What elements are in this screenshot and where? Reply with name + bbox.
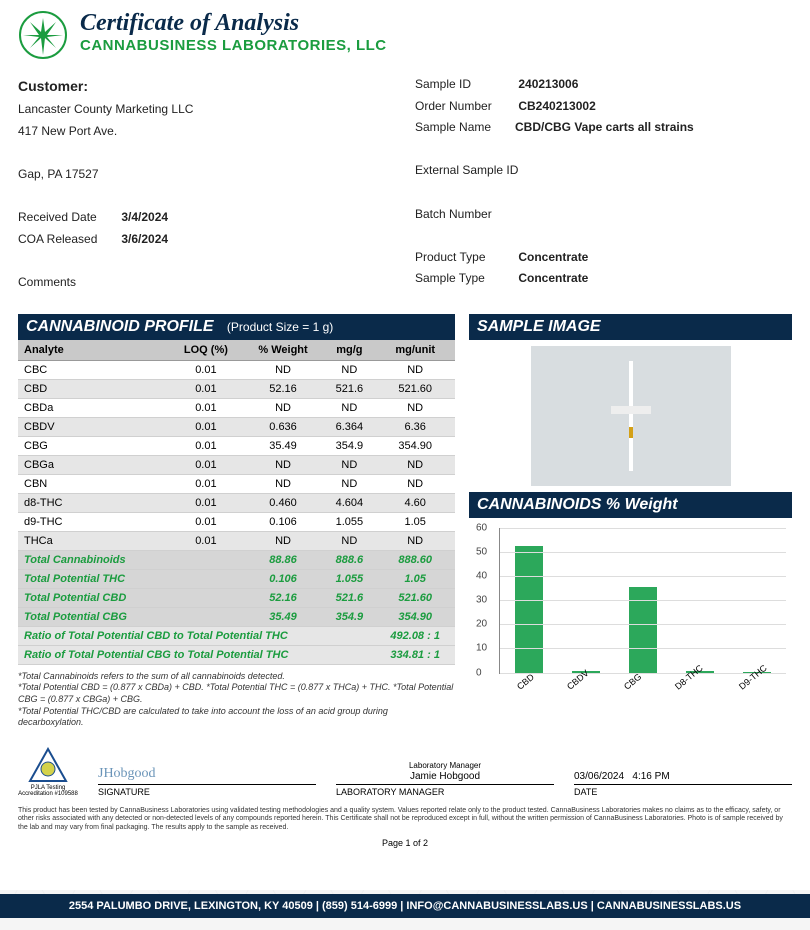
footer-bar: 2554 PALUMBO DRIVE, LEXINGTON, KY 40509 … — [0, 894, 810, 918]
table-row: CBN0.01NDNDND — [18, 474, 455, 493]
sig-time: 4:16 PM — [632, 771, 669, 782]
sample-block: Sample ID 240213006 Order Number CB24021… — [415, 74, 792, 294]
total-row: Total Potential THC0.1061.0551.05 — [18, 569, 455, 588]
lab-name: CANNABUSINESS LABORATORIES, LLC — [80, 37, 387, 54]
comments-label: Comments — [18, 272, 395, 294]
customer-name: Lancaster County Marketing LLC — [18, 99, 395, 121]
table-row: d8-THC0.010.4604.6044.60 — [18, 493, 455, 512]
ext-id-label: External Sample ID — [415, 160, 555, 182]
customer-block: Customer: Lancaster County Marketing LLC… — [18, 74, 395, 294]
page-number: Page 1 of 2 — [18, 838, 792, 848]
manager-name: Jamie Hobgood — [410, 771, 480, 782]
sample-name: CBD/CBG Vape carts all strains — [515, 117, 694, 139]
cannabinoid-chart: 0102030405060 CBDCBDVCBGD8-THCD9-THC — [469, 524, 792, 704]
sample-id-label: Sample ID — [415, 74, 515, 96]
table-row: CBG0.0135.49354.9354.90 — [18, 436, 455, 455]
order-number: CB240213002 — [518, 99, 595, 113]
date-label: DATE — [574, 784, 792, 797]
sample-image-title: SAMPLE IMAGE — [469, 314, 792, 340]
total-row: Total Potential CBD52.16521.6521.60 — [18, 588, 455, 607]
table-header: Analyte — [18, 340, 169, 361]
chart-bar — [515, 546, 543, 672]
sig-date: 03/06/2024 — [574, 771, 624, 782]
table-row: CBGa0.01NDNDND — [18, 455, 455, 474]
signature-row: PJLA Testing Accreditation #109588 JHobg… — [18, 747, 792, 797]
manager-label: LABORATORY MANAGER — [336, 784, 554, 797]
chart-xlabel: CBG — [622, 671, 650, 699]
header: Certificate of Analysis CANNABUSINESS LA… — [18, 10, 792, 60]
table-header: % Weight — [243, 340, 324, 361]
disclaimer: This product has been tested by CannaBus… — [18, 807, 792, 832]
accreditation-badge: PJLA Testing Accreditation #109588 — [18, 747, 78, 797]
product-type: Concentrate — [518, 250, 588, 264]
table-row: CBDa0.01NDNDND — [18, 398, 455, 417]
ptype-label: Product Type — [415, 247, 515, 269]
batch-label: Batch Number — [415, 204, 515, 226]
page-title: Certificate of Analysis — [80, 10, 387, 37]
total-row: Total Potential CBG35.49354.9354.90 — [18, 607, 455, 626]
cannabis-leaf-logo — [18, 10, 68, 60]
table-row: THCa0.01NDNDND — [18, 531, 455, 550]
table-header: mg/unit — [375, 340, 455, 361]
table-row: CBC0.01NDNDND — [18, 360, 455, 379]
sample-type: Concentrate — [518, 271, 588, 285]
profile-table: AnalyteLOQ (%)% Weightmg/gmg/unit CBC0.0… — [18, 340, 455, 665]
customer-addr1: 417 New Port Ave. — [18, 121, 395, 143]
customer-label: Customer: — [18, 74, 395, 99]
lab-role: Laboratory Manager — [409, 761, 481, 770]
profile-title: CANNABINOID PROFILE — [26, 318, 214, 335]
stype-label: Sample Type — [415, 268, 515, 290]
signature-label: SIGNATURE — [98, 784, 316, 797]
released-label: COA Released — [18, 229, 118, 251]
sample-name-label: Sample Name — [415, 117, 515, 139]
signature-script: JHobgood — [98, 766, 316, 782]
table-row: d9-THC0.010.1061.0551.05 — [18, 512, 455, 531]
table-header: mg/g — [323, 340, 375, 361]
ratio-row: Ratio of Total Potential CBD to Total Po… — [18, 626, 455, 645]
table-row: CBD0.0152.16521.6521.60 — [18, 379, 455, 398]
received-label: Received Date — [18, 207, 118, 229]
order-label: Order Number — [415, 96, 515, 118]
table-row: CBDV0.010.6366.3646.36 — [18, 417, 455, 436]
sample-image — [531, 346, 731, 486]
sample-id: 240213006 — [518, 77, 578, 91]
customer-addr2: Gap, PA 17527 — [18, 164, 395, 186]
total-row: Total Cannabinoids88.86888.6888.60 — [18, 550, 455, 569]
table-header: LOQ (%) — [169, 340, 243, 361]
profile-subtitle: (Product Size = 1 g) — [227, 320, 333, 334]
received-date: 3/4/2024 — [121, 210, 168, 224]
chart-xlabel: CBD — [515, 671, 542, 699]
footnotes: *Total Cannabinoids refers to the sum of… — [18, 671, 455, 729]
chart-title: CANNABINOIDS % Weight — [469, 492, 792, 518]
ratio-row: Ratio of Total Potential CBG to Total Po… — [18, 645, 455, 664]
profile-title-bar: CANNABINOID PROFILE (Product Size = 1 g) — [18, 314, 455, 340]
released-date: 3/6/2024 — [121, 232, 168, 246]
